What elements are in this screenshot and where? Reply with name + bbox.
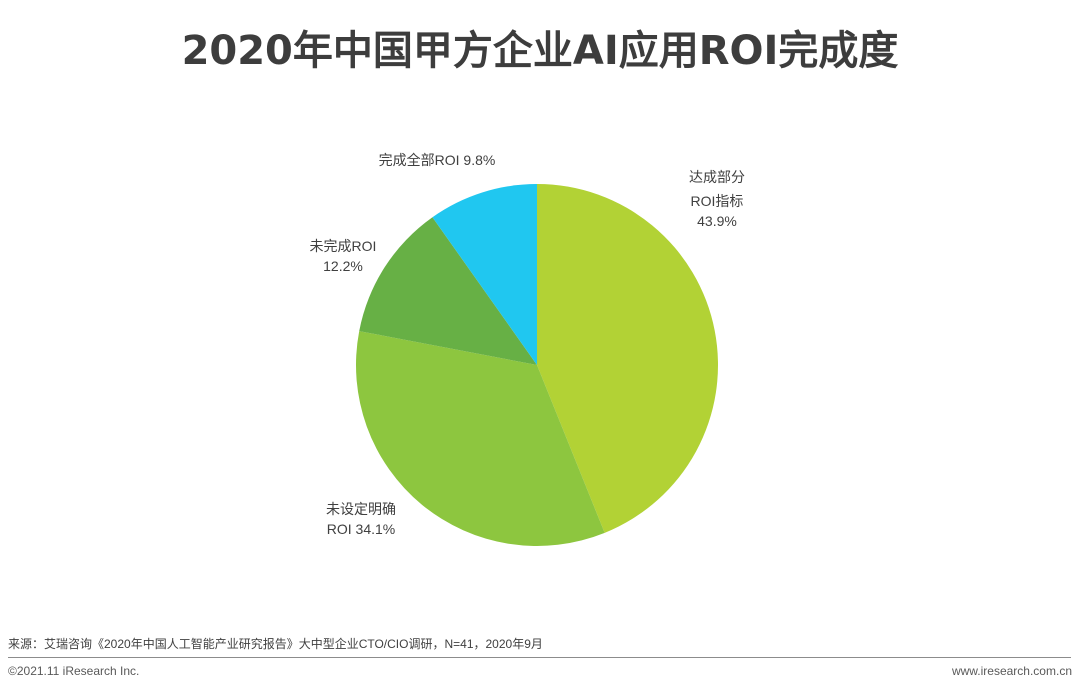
label-value: 43.9%	[697, 213, 737, 229]
label-complete-roi: 完成全部ROI 9.8%	[362, 150, 512, 170]
label-partial-roi: 达成部分 ROI指标 43.9%	[672, 167, 762, 231]
chart-title: 2020年中国甲方企业AI应用ROI完成度	[181, 28, 899, 74]
label-value: ROI 34.1%	[326, 521, 396, 537]
label-value: 12.2%	[323, 258, 363, 274]
label-line: 未完成ROI	[309, 238, 377, 254]
label-line: 达成部分	[689, 169, 745, 185]
label-line: 完成全部ROI 9.8%	[378, 152, 496, 168]
label-line: ROI指标	[690, 193, 744, 209]
copyright: ©2021.11 iResearch Inc.	[8, 664, 140, 678]
label-no-clear-roi: 未设定明确 ROI 34.1%	[316, 499, 406, 539]
pie-slice-3	[432, 184, 537, 365]
pie-slice-0	[537, 184, 718, 533]
source-note: 来源：艾瑞咨询《2020年中国人工智能产业研究报告》大中型企业CTO/CIO调研…	[8, 637, 543, 651]
website-url: www.iresearch.com.cn	[951, 664, 1072, 678]
label-incomplete-roi: 未完成ROI 12.2%	[298, 236, 388, 276]
pie-slice-1	[355, 331, 605, 546]
footer-divider	[8, 657, 1071, 658]
pie-slice-2	[359, 217, 537, 365]
label-line: 未设定明确	[326, 501, 396, 517]
